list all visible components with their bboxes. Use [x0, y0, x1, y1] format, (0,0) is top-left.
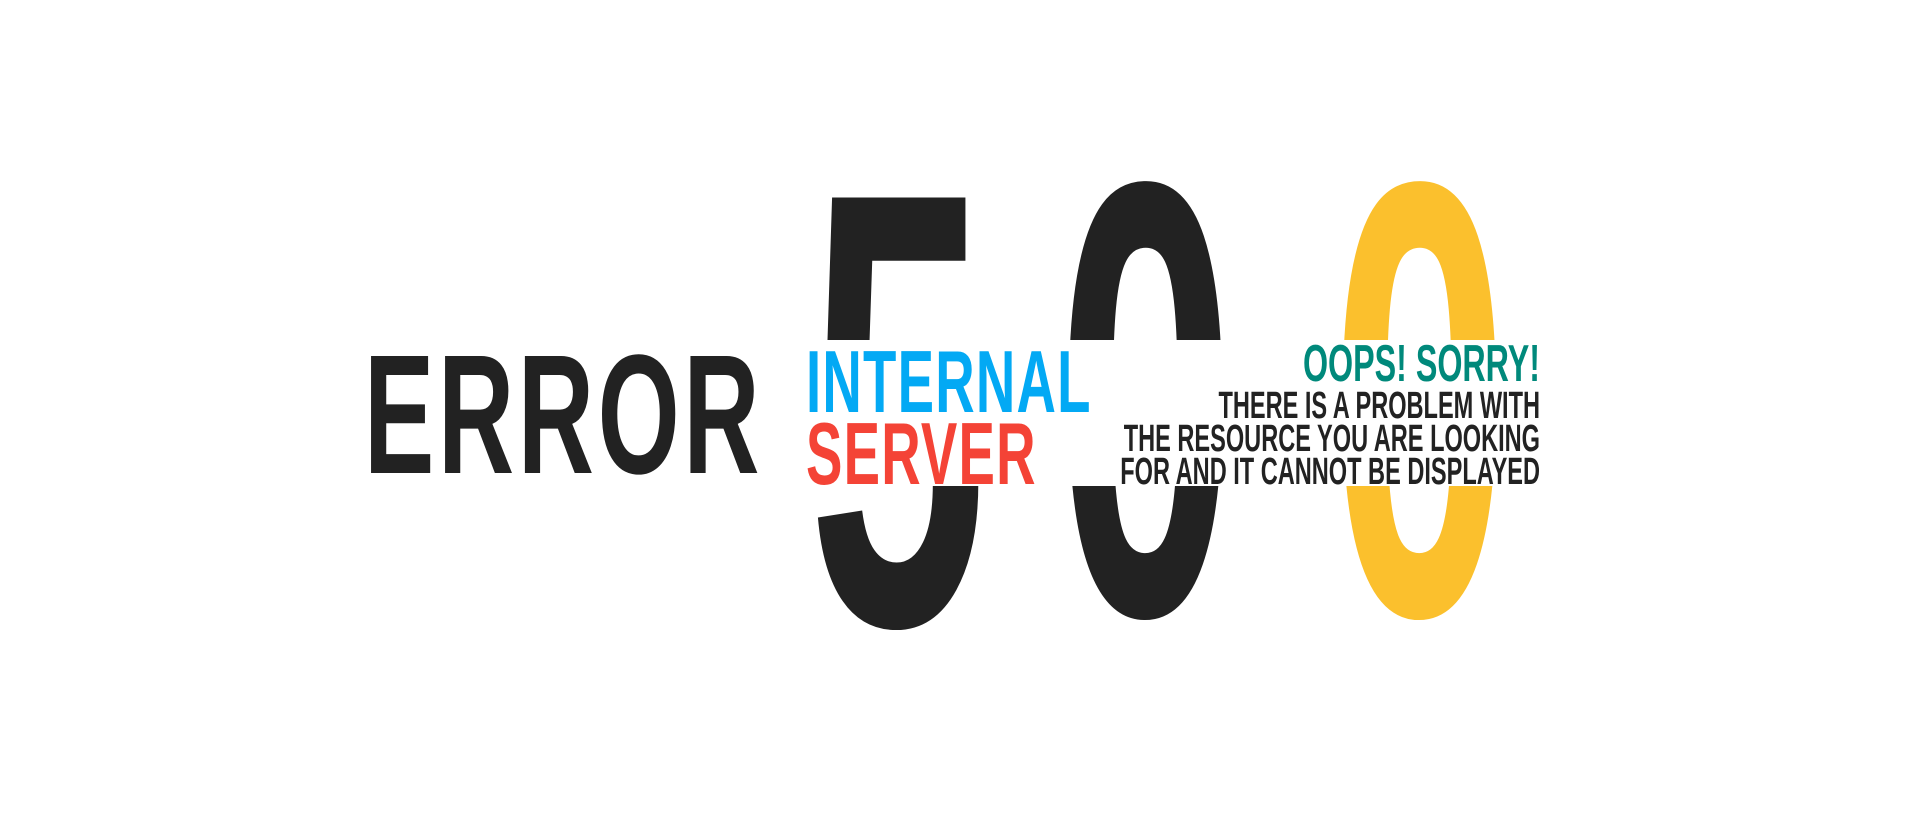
internal-label: INTERNAL: [806, 332, 1092, 431]
message-line-2: THE RESOURCE YOU ARE LOOKING: [1123, 418, 1540, 460]
error-label: ERROR: [364, 320, 764, 510]
oops-headline: OOPS! SORRY!: [1302, 335, 1540, 393]
error-message: OOPS! SORRY! THERE IS A PROBLEM WITH THE…: [863, 335, 1540, 493]
server-label: SERVER: [806, 404, 1037, 503]
text-band: [800, 340, 1540, 486]
message-line-3: FOR AND IT CANNOT BE DISPLAYED: [1120, 451, 1540, 493]
message-line-1: THERE IS A PROBLEM WITH: [1218, 385, 1540, 427]
